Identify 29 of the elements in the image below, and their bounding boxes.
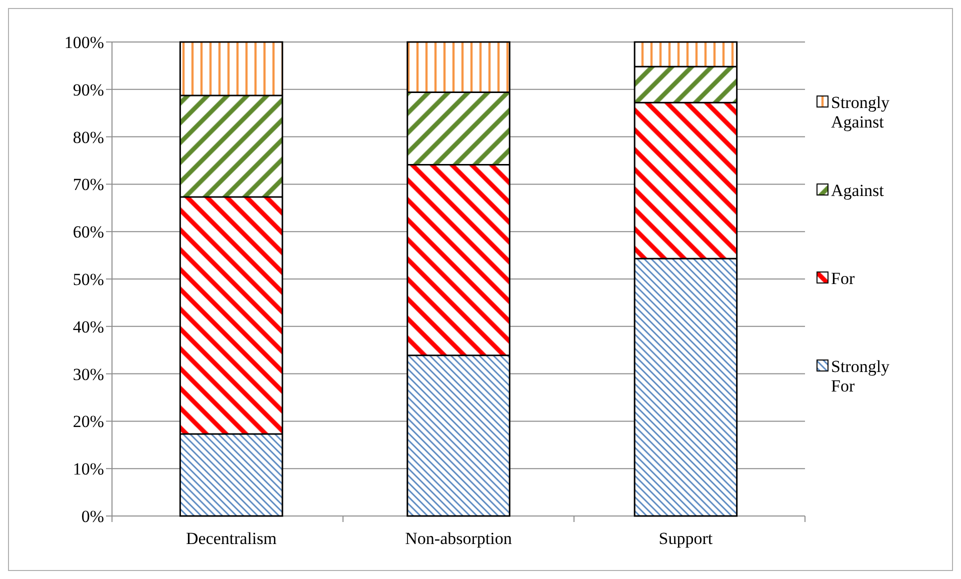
y-tick-label: 100% — [64, 32, 104, 52]
bar — [634, 258, 738, 517]
bar — [634, 102, 738, 260]
y-tick-label: 30% — [72, 364, 104, 384]
y-tick-label: 20% — [72, 412, 104, 432]
bar — [406, 354, 510, 517]
bar — [406, 164, 510, 356]
x-tick-label: Support — [658, 529, 713, 548]
y-tick-label: 70% — [72, 175, 104, 194]
legend-label: Against — [831, 180, 884, 200]
bar — [634, 66, 738, 104]
bar — [406, 91, 510, 166]
y-tick-label: 80% — [72, 128, 104, 147]
x-tick-label: Decentralism — [186, 529, 277, 548]
y-tick-label: 50% — [72, 270, 104, 289]
bar — [179, 94, 284, 198]
y-tick-label: 10% — [72, 460, 104, 479]
y-tick-label: 60% — [72, 222, 104, 242]
legend-label: Strongly Against — [831, 92, 890, 132]
x-tick-label: Non-absorption — [405, 529, 512, 548]
bar — [179, 196, 284, 435]
legend-label: For — [831, 268, 855, 288]
legend-label: Strongly For — [831, 356, 890, 396]
y-tick-label: 90% — [72, 80, 104, 100]
bar — [179, 433, 284, 517]
y-tick-label: 40% — [72, 317, 104, 336]
bar — [406, 41, 510, 93]
bar — [179, 41, 284, 96]
y-tick-label: 0% — [81, 506, 104, 526]
